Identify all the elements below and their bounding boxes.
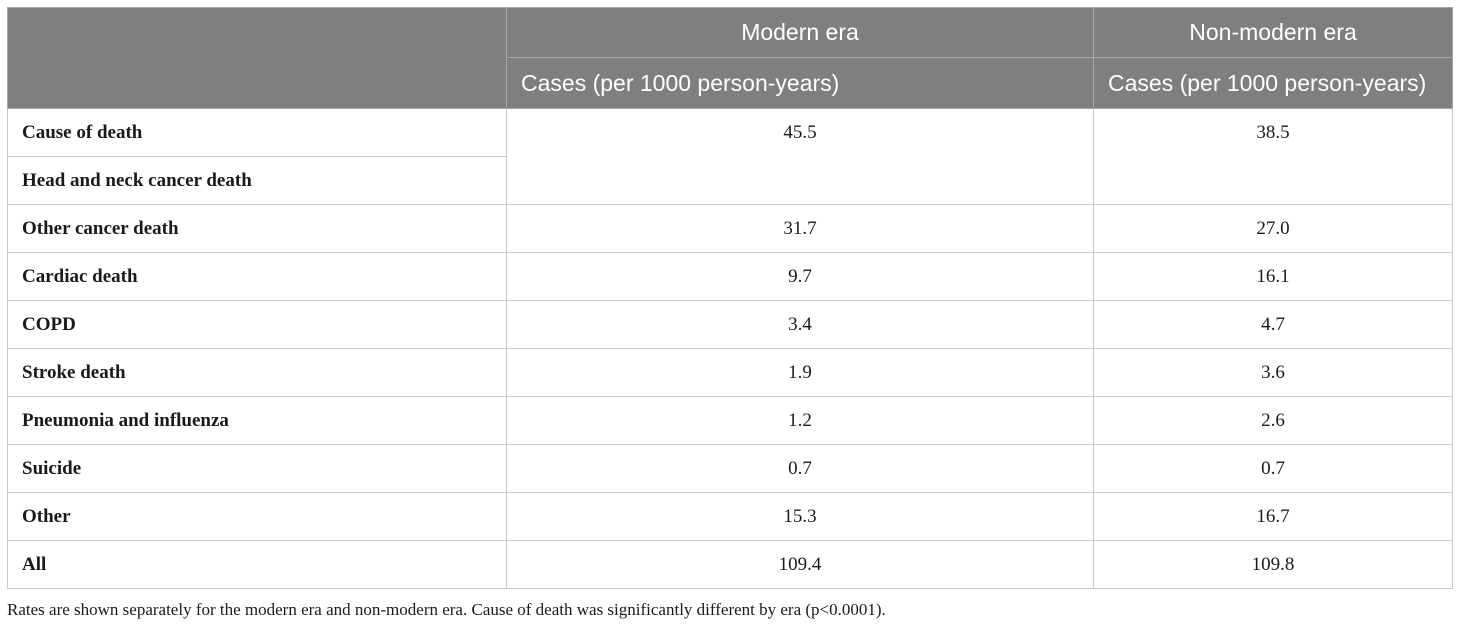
row-label: All <box>7 540 507 589</box>
nonmodern-value: 38.5 <box>1093 108 1453 205</box>
table-row: Head and neck cancer death <box>7 156 1453 205</box>
table-container: Modern era Non-modern era Cases (per 100… <box>7 7 1453 589</box>
header-nonmodern-units: Cases (per 1000 person-years) <box>1093 57 1453 109</box>
modern-value: 31.7 <box>506 204 1094 253</box>
nonmodern-value: 4.7 <box>1093 300 1453 349</box>
table-row: Stroke death 1.9 3.6 <box>7 348 1453 397</box>
table-row: Suicide 0.7 0.7 <box>7 444 1453 493</box>
table-row: All 109.4 109.8 <box>7 540 1453 589</box>
table-row: Other 15.3 16.7 <box>7 492 1453 541</box>
header-blank-cell <box>7 7 507 109</box>
modern-value: 45.5 <box>506 108 1094 205</box>
nonmodern-value: 109.8 <box>1093 540 1453 589</box>
modern-value: 1.2 <box>506 396 1094 445</box>
cause-of-death-table: Modern era Non-modern era Cases (per 100… <box>7 7 1453 589</box>
row-label: COPD <box>7 300 507 349</box>
table-row: COPD 3.4 4.7 <box>7 300 1453 349</box>
row-label: Suicide <box>7 444 507 493</box>
modern-value: 3.4 <box>506 300 1094 349</box>
row-label: Cardiac death <box>7 252 507 301</box>
row-label: Other <box>7 492 507 541</box>
table-row: Pneumonia and influenza 1.2 2.6 <box>7 396 1453 445</box>
nonmodern-value: 16.7 <box>1093 492 1453 541</box>
table-body: Cause of death 45.5 38.5 Head and neck c… <box>7 108 1453 589</box>
nonmodern-value: 27.0 <box>1093 204 1453 253</box>
nonmodern-value: 16.1 <box>1093 252 1453 301</box>
row-label: Other cancer death <box>7 204 507 253</box>
modern-value: 15.3 <box>506 492 1094 541</box>
table-row: Cardiac death 9.7 16.1 <box>7 252 1453 301</box>
header-nonmodern-era: Non-modern era <box>1093 7 1453 58</box>
nonmodern-value: 3.6 <box>1093 348 1453 397</box>
row-label: Cause of death <box>7 108 507 157</box>
nonmodern-value: 0.7 <box>1093 444 1453 493</box>
nonmodern-value: 2.6 <box>1093 396 1453 445</box>
header-modern-era: Modern era <box>506 7 1094 58</box>
table-header: Modern era Non-modern era Cases (per 100… <box>7 7 1453 109</box>
modern-value: 0.7 <box>506 444 1094 493</box>
table-row: Cause of death 45.5 38.5 <box>7 108 1453 205</box>
row-label: Pneumonia and influenza <box>7 396 507 445</box>
row-label: Stroke death <box>7 348 507 397</box>
modern-value: 109.4 <box>506 540 1094 589</box>
header-modern-units: Cases (per 1000 person-years) <box>506 57 1094 109</box>
header-row-units: Cases (per 1000 person-years) Cases (per… <box>8 57 1453 109</box>
header-row-era: Modern era Non-modern era <box>7 7 1453 109</box>
row-label: Head and neck cancer death <box>7 156 507 205</box>
table-row: Other cancer death 31.7 27.0 <box>7 204 1453 253</box>
modern-value: 1.9 <box>506 348 1094 397</box>
table-caption: Rates are shown separately for the moder… <box>7 600 886 619</box>
modern-value: 9.7 <box>506 252 1094 301</box>
